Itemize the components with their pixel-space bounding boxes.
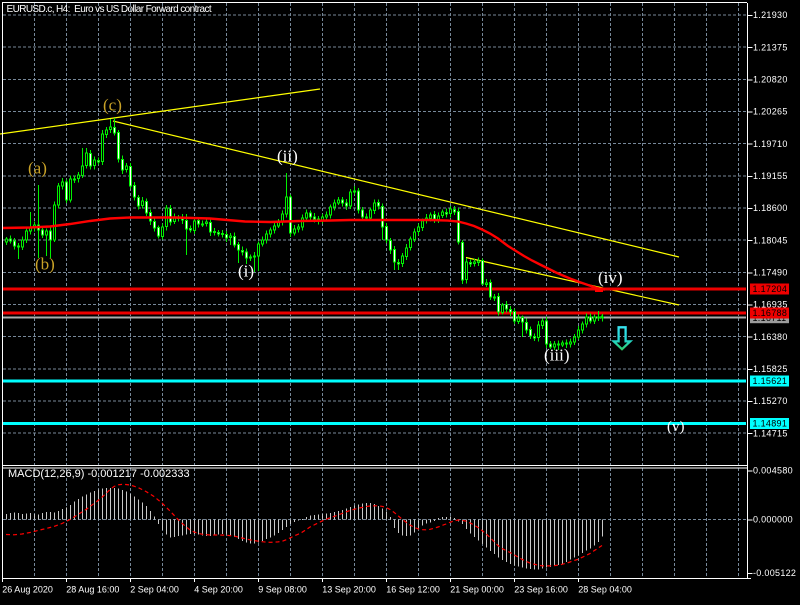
svg-text:1.20265: 1.20265 — [753, 107, 788, 117]
svg-text:(a): (a) — [28, 159, 47, 178]
svg-text:1.18600: 1.18600 — [753, 203, 788, 213]
svg-text:1.14715: 1.14715 — [753, 428, 788, 438]
svg-text:1.16380: 1.16380 — [753, 332, 788, 342]
svg-text:(v): (v) — [667, 419, 685, 435]
svg-text:28 Sep 04:00: 28 Sep 04:00 — [578, 585, 632, 595]
svg-text:EURUSD.c, H4: Euro vs US Doll: EURUSD.c, H4: Euro vs US Dollar Forward … — [7, 4, 212, 15]
svg-text:2 Sep 04:00: 2 Sep 04:00 — [130, 585, 179, 595]
svg-text:1.18045: 1.18045 — [753, 235, 788, 245]
svg-text:1.14891: 1.14891 — [753, 419, 788, 429]
svg-text:9 Sep 08:00: 9 Sep 08:00 — [258, 585, 307, 595]
svg-text:4 Sep 20:00: 4 Sep 20:00 — [194, 585, 243, 595]
svg-text:1.19155: 1.19155 — [753, 171, 788, 181]
svg-text:1.15621: 1.15621 — [753, 376, 788, 386]
svg-text:MACD(12,26,9) -0.001217 -0.002: MACD(12,26,9) -0.001217 -0.002333 — [8, 468, 190, 480]
svg-text:0.004580: 0.004580 — [753, 466, 793, 476]
svg-text:(b): (b) — [35, 255, 55, 274]
svg-text:28 Aug 16:00: 28 Aug 16:00 — [66, 585, 119, 595]
svg-text:1.17204: 1.17204 — [753, 284, 788, 294]
svg-text:16 Sep 12:00: 16 Sep 12:00 — [386, 585, 440, 595]
svg-text:1.15270: 1.15270 — [753, 396, 788, 406]
svg-text:1.21930: 1.21930 — [753, 10, 788, 20]
svg-text:13 Sep 20:00: 13 Sep 20:00 — [322, 585, 376, 595]
svg-text:26 Aug 2020: 26 Aug 2020 — [2, 585, 53, 595]
svg-text:1.16788: 1.16788 — [753, 308, 788, 318]
svg-text:(c): (c) — [103, 96, 122, 115]
svg-text:(i): (i) — [238, 262, 254, 281]
svg-text:1.21375: 1.21375 — [753, 42, 788, 52]
svg-text:23 Sep 16:00: 23 Sep 16:00 — [514, 585, 568, 595]
svg-text:0.000000: 0.000000 — [753, 515, 793, 525]
svg-text:21 Sep 00:00: 21 Sep 00:00 — [450, 585, 504, 595]
svg-text:(iv): (iv) — [598, 268, 623, 287]
svg-text:1.20820: 1.20820 — [753, 75, 788, 85]
svg-text:1.19710: 1.19710 — [753, 139, 788, 149]
svg-text:1.15825: 1.15825 — [753, 364, 788, 374]
svg-text:(ii): (ii) — [277, 147, 298, 166]
svg-text:-0.005122: -0.005122 — [753, 568, 796, 578]
svg-text:1.16935: 1.16935 — [753, 300, 788, 310]
svg-text:1.17490: 1.17490 — [753, 268, 788, 278]
svg-text:(iii): (iii) — [544, 346, 570, 365]
